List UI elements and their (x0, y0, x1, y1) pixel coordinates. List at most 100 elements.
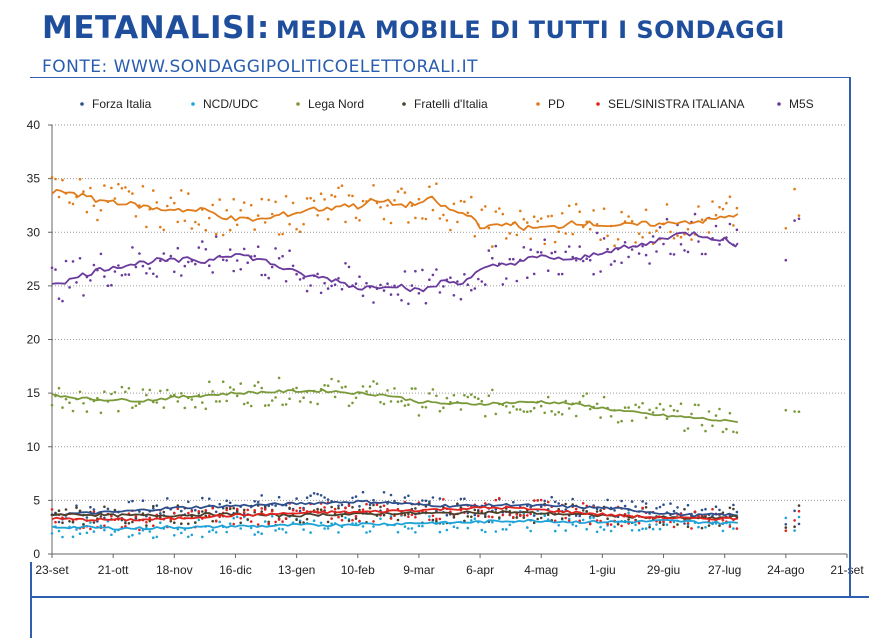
poll-point (616, 421, 620, 424)
poll-point (648, 262, 651, 265)
poll-point (365, 281, 368, 285)
poll-point (263, 404, 267, 407)
poll-point (735, 228, 739, 232)
poll-point (117, 409, 120, 413)
poll-point (162, 252, 166, 255)
poll-point (68, 520, 71, 523)
poll-point (606, 234, 609, 238)
poll-point (214, 232, 218, 236)
legend-label: Forza Italia (92, 97, 152, 111)
poll-point (641, 500, 644, 503)
poll-point (50, 508, 54, 511)
poll-point (477, 514, 480, 518)
poll-point (190, 510, 194, 513)
poll-point (267, 198, 271, 202)
poll-point (679, 402, 683, 406)
poll-point (180, 522, 183, 525)
poll-point (173, 201, 176, 205)
poll-point (78, 532, 82, 535)
poll-point (148, 530, 152, 533)
poll-point (358, 508, 361, 512)
poll-point (522, 514, 526, 517)
poll-point (180, 189, 183, 192)
poll-point (393, 284, 396, 288)
poll-point (393, 387, 396, 390)
poll-point (145, 393, 148, 397)
poll-point (354, 396, 358, 400)
poll-point (50, 175, 54, 179)
poll-point (546, 513, 550, 516)
poll-point (225, 508, 228, 512)
poll-point (473, 517, 477, 520)
poll-point (445, 513, 449, 517)
poll-point (519, 209, 522, 213)
poll-point (201, 535, 204, 539)
poll-point (141, 388, 145, 391)
poll-point (239, 516, 242, 520)
poll-point (351, 506, 354, 509)
poll-point (529, 512, 532, 516)
poll-point (452, 294, 456, 297)
poll-point (442, 498, 445, 501)
poll-point (630, 529, 634, 532)
poll-point (288, 222, 291, 226)
poll-point (585, 527, 588, 531)
poll-point (351, 518, 354, 522)
poll-point (393, 199, 396, 202)
poll-point (106, 284, 110, 288)
poll-point (92, 530, 96, 533)
poll-point (793, 529, 796, 532)
y-tick-label: 15 (27, 386, 41, 400)
poll-point (239, 382, 242, 385)
poll-point (438, 217, 442, 220)
poll-point (113, 197, 117, 200)
poll-point (634, 403, 637, 407)
legend-label: NCD/UDC (203, 97, 259, 111)
poll-point (372, 184, 375, 187)
poll-point (557, 410, 560, 414)
poll-point (57, 195, 61, 199)
poll-point (732, 430, 735, 434)
poll-point (480, 528, 484, 532)
poll-point (529, 529, 532, 533)
poll-point (658, 521, 662, 524)
poll-point (277, 233, 281, 236)
poll-point (239, 527, 242, 530)
poll-point (784, 258, 788, 262)
poll-point (435, 182, 438, 185)
poll-point (284, 195, 288, 198)
poll-point (735, 510, 739, 514)
poll-point (414, 507, 417, 510)
poll-point (421, 217, 424, 220)
poll-point (515, 408, 519, 411)
poll-point (704, 252, 707, 256)
poll-point (627, 215, 630, 218)
poll-point (669, 520, 672, 524)
poll-point (571, 497, 574, 501)
poll-point (463, 200, 466, 203)
poll-point (260, 507, 264, 510)
poll-point (232, 269, 235, 273)
poll-point (396, 518, 400, 522)
poll-point (529, 409, 532, 413)
poll-point (361, 508, 365, 512)
poll-point (284, 517, 288, 520)
poll-point (277, 495, 281, 499)
poll-point (85, 210, 89, 214)
poll-point (57, 529, 61, 533)
legend-marker (296, 102, 300, 106)
poll-point (173, 511, 176, 515)
poll-point (718, 407, 721, 411)
poll-point (592, 516, 595, 519)
poll-point (452, 516, 456, 519)
poll-point (553, 250, 557, 254)
poll-point (494, 412, 498, 416)
poll-point (484, 205, 487, 208)
poll-point (644, 253, 648, 257)
poll-point (281, 527, 284, 531)
poll-point (522, 410, 526, 413)
legend-label: SEL/SINISTRA ITALIANA (608, 97, 745, 111)
poll-point (214, 510, 218, 514)
poll-point (242, 508, 246, 512)
x-tick-label: 29-giu (647, 563, 680, 577)
